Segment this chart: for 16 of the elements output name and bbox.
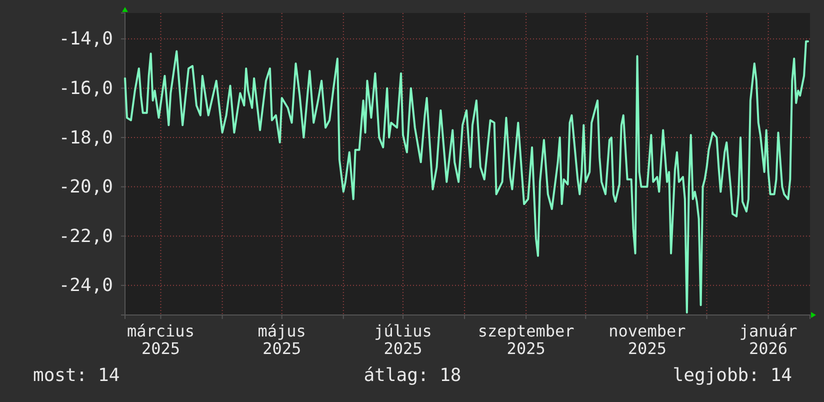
text: most: 14 — [33, 365, 120, 386]
x-tick-label: szeptember 2025 — [478, 321, 575, 358]
y-tick-label: -20,0 — [58, 176, 113, 198]
x-tick-label: január 2026 — [739, 321, 798, 358]
y-tick-label: -24,0 — [58, 275, 113, 296]
x-tick-label: március 2025 — [127, 321, 194, 358]
y-tick-label: -16,0 — [58, 78, 113, 99]
y-tick-label: -18,0 — [58, 127, 113, 148]
x-tick-label: július 2025 — [374, 321, 432, 358]
text: átlag: 18 — [364, 365, 462, 386]
line-series — [124, 40, 810, 314]
y-tick-label: -14,0 — [58, 28, 113, 50]
x-tick-label: május 2025 — [258, 321, 306, 358]
x-tick-label: november 2025 — [608, 321, 686, 358]
y-tick-label: -22,0 — [58, 226, 113, 247]
text: legjobb: 14 — [672, 365, 792, 386]
